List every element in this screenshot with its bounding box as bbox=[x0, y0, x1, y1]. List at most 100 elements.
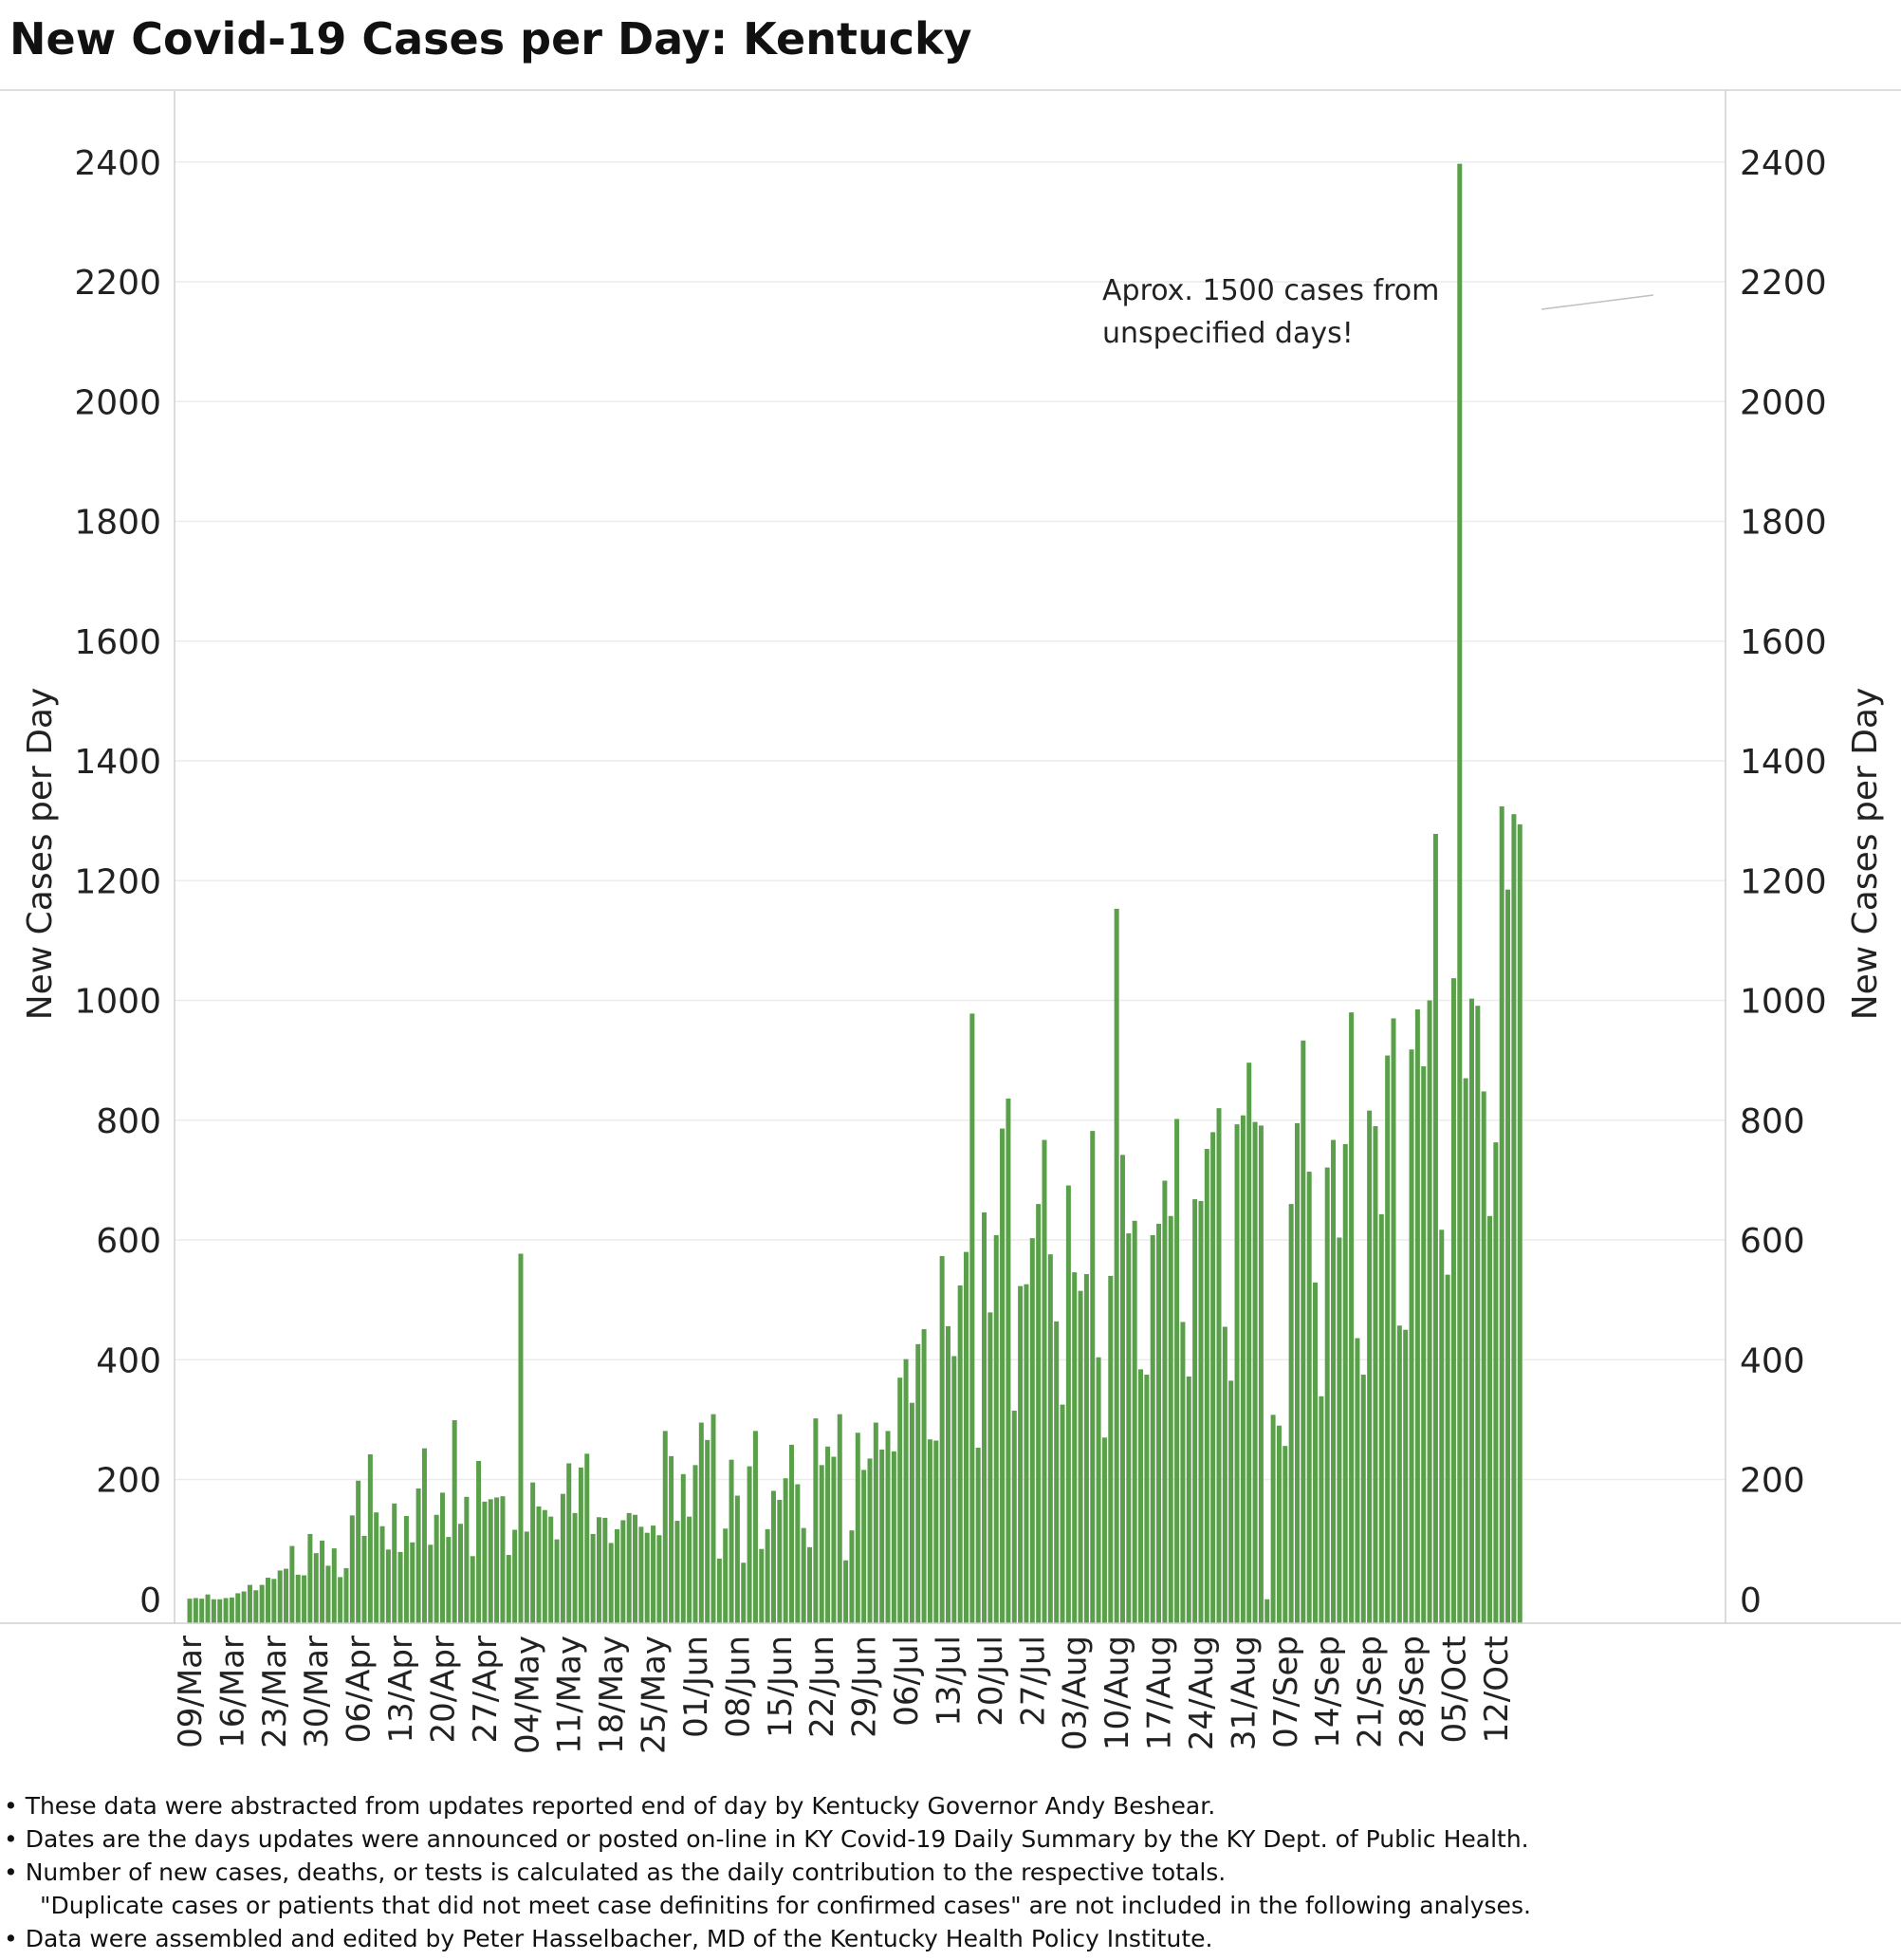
bar bbox=[1252, 1121, 1258, 1623]
bar bbox=[1065, 1185, 1071, 1623]
bar bbox=[759, 1548, 765, 1623]
bar bbox=[524, 1531, 529, 1623]
bar bbox=[1246, 1063, 1252, 1623]
bar bbox=[1360, 1375, 1366, 1623]
bar bbox=[1270, 1415, 1276, 1623]
bar bbox=[259, 1584, 265, 1623]
bar bbox=[560, 1493, 565, 1623]
bar bbox=[1006, 1099, 1011, 1623]
bar bbox=[951, 1356, 957, 1623]
x-tick-label: 13/Apr bbox=[382, 1636, 420, 1744]
x-tick-label: 21/Sep bbox=[1352, 1636, 1390, 1748]
bar bbox=[211, 1599, 216, 1623]
bar bbox=[1391, 1018, 1396, 1623]
bar bbox=[644, 1532, 650, 1623]
bar bbox=[669, 1455, 674, 1623]
bar bbox=[1373, 1126, 1378, 1623]
bar bbox=[849, 1530, 855, 1623]
bar bbox=[265, 1578, 270, 1623]
bar bbox=[982, 1211, 987, 1623]
y-tick-label-right: 200 bbox=[1740, 1462, 1805, 1501]
bar bbox=[289, 1545, 295, 1623]
bar bbox=[482, 1501, 488, 1623]
y-tick-label: 2400 bbox=[74, 144, 161, 183]
bar bbox=[1283, 1446, 1288, 1623]
bar bbox=[1313, 1282, 1319, 1623]
bar bbox=[512, 1529, 518, 1623]
bar bbox=[674, 1521, 680, 1623]
bar bbox=[1186, 1376, 1191, 1623]
x-tick-label: 28/Sep bbox=[1393, 1636, 1431, 1748]
x-tick-label: 15/Jun bbox=[762, 1636, 800, 1738]
bar bbox=[1078, 1290, 1083, 1623]
bar bbox=[1301, 1040, 1306, 1623]
y-tick-label: 2000 bbox=[74, 383, 161, 422]
y-tick-label-right: 2200 bbox=[1740, 264, 1827, 303]
bar bbox=[1403, 1329, 1409, 1623]
bar bbox=[1349, 1012, 1355, 1624]
bar bbox=[199, 1599, 205, 1623]
bar bbox=[626, 1512, 632, 1623]
bar bbox=[434, 1514, 439, 1623]
bar bbox=[500, 1496, 506, 1623]
x-tick-label: 14/Sep bbox=[1309, 1636, 1347, 1748]
bar bbox=[403, 1516, 409, 1623]
y-tick-label: 600 bbox=[96, 1222, 161, 1261]
bar bbox=[843, 1560, 849, 1623]
bar bbox=[933, 1440, 939, 1623]
bar bbox=[927, 1439, 932, 1623]
bar bbox=[554, 1539, 560, 1624]
bar bbox=[915, 1343, 921, 1623]
bar bbox=[566, 1463, 572, 1623]
x-tick-label: 25/May bbox=[636, 1636, 674, 1754]
bar bbox=[1427, 1000, 1432, 1623]
bar bbox=[1210, 1132, 1216, 1624]
bar bbox=[638, 1526, 644, 1623]
bar bbox=[506, 1555, 511, 1623]
bar bbox=[1240, 1115, 1246, 1623]
bar bbox=[1493, 1142, 1499, 1623]
bar bbox=[1276, 1425, 1282, 1623]
bar bbox=[379, 1525, 385, 1623]
bar bbox=[578, 1467, 583, 1624]
bar bbox=[1168, 1215, 1173, 1623]
bar bbox=[367, 1453, 373, 1623]
bar bbox=[313, 1553, 319, 1623]
x-tick-label: 24/Aug bbox=[1183, 1636, 1221, 1750]
bar bbox=[885, 1431, 891, 1623]
bar bbox=[302, 1575, 307, 1623]
bar bbox=[397, 1551, 403, 1623]
bar bbox=[488, 1499, 493, 1623]
bar bbox=[584, 1453, 590, 1623]
bar bbox=[343, 1567, 349, 1623]
footnote-4: "Duplicate cases or patients that did no… bbox=[40, 1892, 1531, 1919]
footnote-5: • Data were assembled and edited by Pete… bbox=[4, 1925, 1213, 1952]
bar bbox=[596, 1517, 601, 1623]
bar bbox=[356, 1480, 361, 1623]
bar bbox=[873, 1422, 878, 1623]
bar bbox=[1342, 1144, 1348, 1623]
y-tick-label-right: 0 bbox=[1740, 1581, 1762, 1620]
bar bbox=[1396, 1325, 1402, 1623]
bar bbox=[1511, 814, 1517, 1623]
annotation-line-1: Aprox. 1500 cases from bbox=[1102, 274, 1439, 307]
bar bbox=[271, 1579, 277, 1623]
bar bbox=[1132, 1220, 1137, 1623]
bar bbox=[1319, 1396, 1324, 1623]
x-tick-label: 07/Sep bbox=[1267, 1636, 1305, 1748]
bar bbox=[284, 1568, 289, 1623]
bar bbox=[939, 1256, 945, 1623]
bar bbox=[795, 1484, 801, 1623]
bar bbox=[1499, 805, 1504, 1623]
bar bbox=[331, 1548, 337, 1623]
bar bbox=[548, 1516, 554, 1623]
bar bbox=[338, 1577, 343, 1623]
bar bbox=[1378, 1213, 1384, 1623]
x-tick-label: 06/Apr bbox=[341, 1636, 378, 1744]
bar bbox=[349, 1515, 355, 1624]
bar bbox=[1288, 1204, 1294, 1624]
y-tick-label-right: 2400 bbox=[1740, 144, 1827, 183]
x-tick-label: 10/Aug bbox=[1098, 1636, 1136, 1750]
bar bbox=[1060, 1404, 1065, 1623]
bar bbox=[807, 1546, 813, 1623]
